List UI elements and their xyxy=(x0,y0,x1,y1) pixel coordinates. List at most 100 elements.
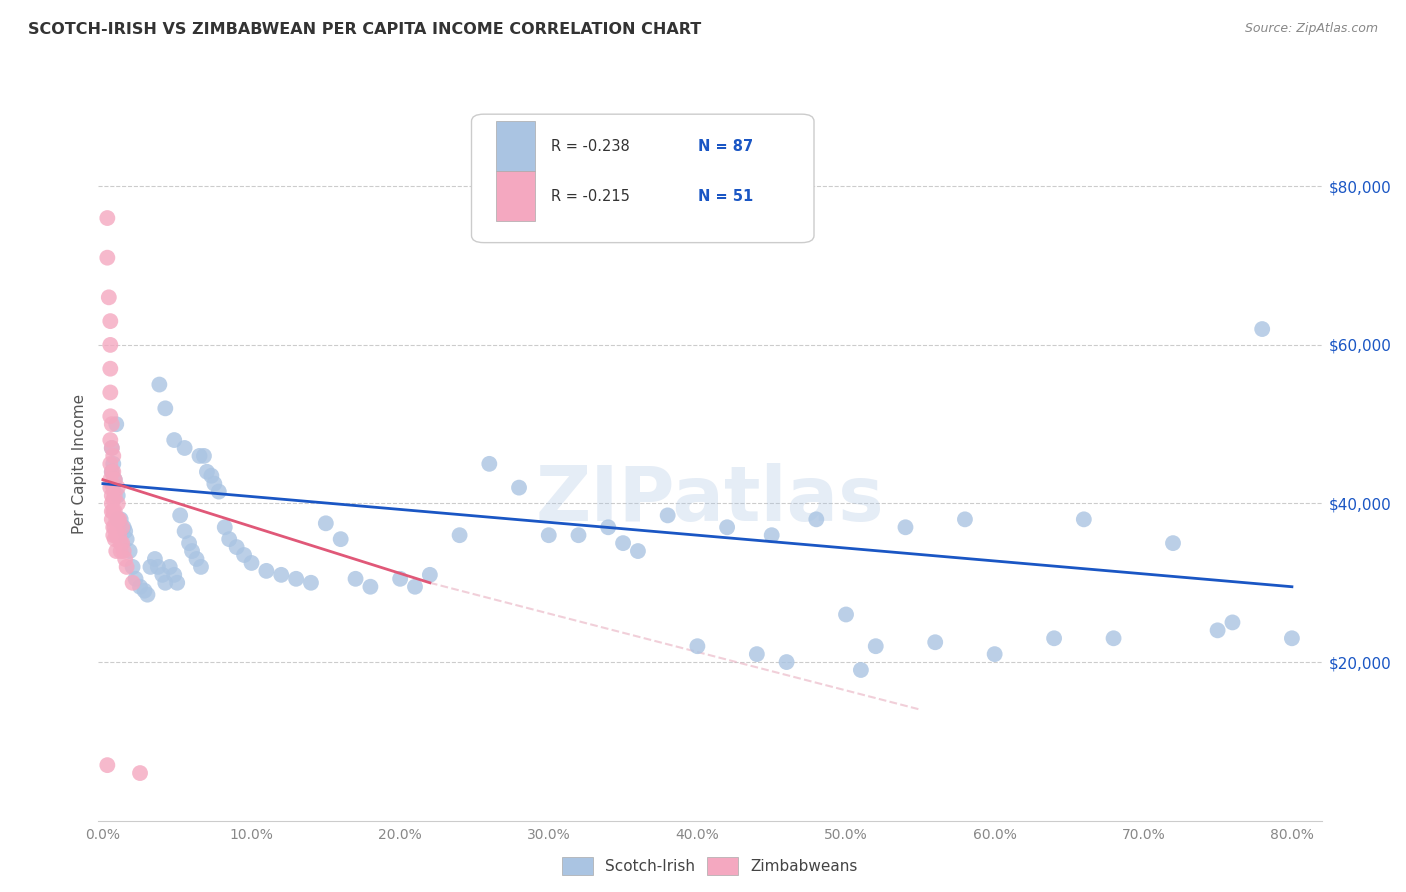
Point xyxy=(103,492,125,507)
Point xyxy=(121,560,143,574)
Point xyxy=(478,457,501,471)
Point xyxy=(114,552,136,566)
Point xyxy=(159,560,181,574)
Point xyxy=(103,465,125,479)
Point xyxy=(105,417,128,432)
Point xyxy=(953,512,976,526)
Point xyxy=(105,512,128,526)
Point xyxy=(254,564,277,578)
Point xyxy=(134,583,156,598)
Point xyxy=(112,520,135,534)
Point xyxy=(1281,632,1303,646)
Point xyxy=(107,512,129,526)
Bar xyxy=(496,171,536,221)
Point xyxy=(98,385,121,400)
Point xyxy=(193,449,215,463)
Point xyxy=(169,508,191,523)
Point xyxy=(129,580,152,594)
Point xyxy=(98,457,121,471)
Point xyxy=(124,572,146,586)
Point xyxy=(110,544,132,558)
Point xyxy=(214,520,236,534)
Point xyxy=(218,532,240,546)
Point xyxy=(166,575,188,590)
Point xyxy=(104,489,127,503)
Point xyxy=(155,575,177,590)
Point xyxy=(105,544,128,558)
Point xyxy=(186,552,208,566)
Point xyxy=(173,524,195,539)
Point xyxy=(118,544,141,558)
Point xyxy=(419,567,441,582)
Point xyxy=(344,572,367,586)
Point xyxy=(188,449,211,463)
Point xyxy=(163,433,186,447)
Point xyxy=(104,473,127,487)
Point xyxy=(745,647,768,661)
Point xyxy=(111,520,134,534)
Legend: Scotch-Irish, Zimbabweans: Scotch-Irish, Zimbabweans xyxy=(557,851,863,880)
Point xyxy=(101,465,124,479)
Point xyxy=(96,251,118,265)
Point xyxy=(508,481,530,495)
Point xyxy=(101,504,124,518)
Point xyxy=(806,512,828,526)
Point xyxy=(105,528,128,542)
Point xyxy=(190,560,212,574)
Point xyxy=(849,663,872,677)
Point xyxy=(104,532,127,546)
Point xyxy=(115,532,138,546)
Point xyxy=(101,441,124,455)
Point xyxy=(107,520,129,534)
Point xyxy=(150,567,173,582)
Point xyxy=(1161,536,1184,550)
Point xyxy=(101,512,124,526)
Point xyxy=(96,758,118,772)
Point xyxy=(598,520,620,534)
Point xyxy=(110,536,132,550)
Point xyxy=(195,465,218,479)
Point xyxy=(101,465,124,479)
Point xyxy=(173,441,195,455)
Point xyxy=(163,567,186,582)
Point xyxy=(315,516,337,531)
Point xyxy=(208,484,231,499)
Point xyxy=(98,433,121,447)
Point xyxy=(1222,615,1244,630)
Point xyxy=(924,635,946,649)
Point xyxy=(329,532,352,546)
Point xyxy=(181,544,204,558)
Point xyxy=(112,544,135,558)
Point xyxy=(1043,632,1066,646)
Point xyxy=(101,441,124,455)
Point xyxy=(101,476,124,491)
Point xyxy=(114,524,136,539)
Point xyxy=(449,528,471,542)
Point xyxy=(1206,624,1229,638)
Point xyxy=(775,655,797,669)
Point xyxy=(155,401,177,416)
Point xyxy=(98,481,121,495)
Point xyxy=(101,489,124,503)
Point xyxy=(143,552,166,566)
Point xyxy=(404,580,426,594)
Point xyxy=(96,211,118,225)
Y-axis label: Per Capita Income: Per Capita Income xyxy=(72,393,87,534)
Point xyxy=(103,528,125,542)
Point xyxy=(200,468,222,483)
Point xyxy=(139,560,162,574)
Point xyxy=(104,473,127,487)
Point xyxy=(202,476,225,491)
Point xyxy=(111,536,134,550)
Point xyxy=(101,496,124,510)
Point xyxy=(233,548,256,562)
Text: R = -0.215: R = -0.215 xyxy=(551,189,630,203)
Text: SCOTCH-IRISH VS ZIMBABWEAN PER CAPITA INCOME CORRELATION CHART: SCOTCH-IRISH VS ZIMBABWEAN PER CAPITA IN… xyxy=(28,22,702,37)
Point xyxy=(761,528,783,542)
Point xyxy=(1251,322,1274,336)
Point xyxy=(567,528,589,542)
Point xyxy=(894,520,917,534)
Point xyxy=(98,473,121,487)
Point xyxy=(270,567,292,582)
Point xyxy=(121,575,143,590)
